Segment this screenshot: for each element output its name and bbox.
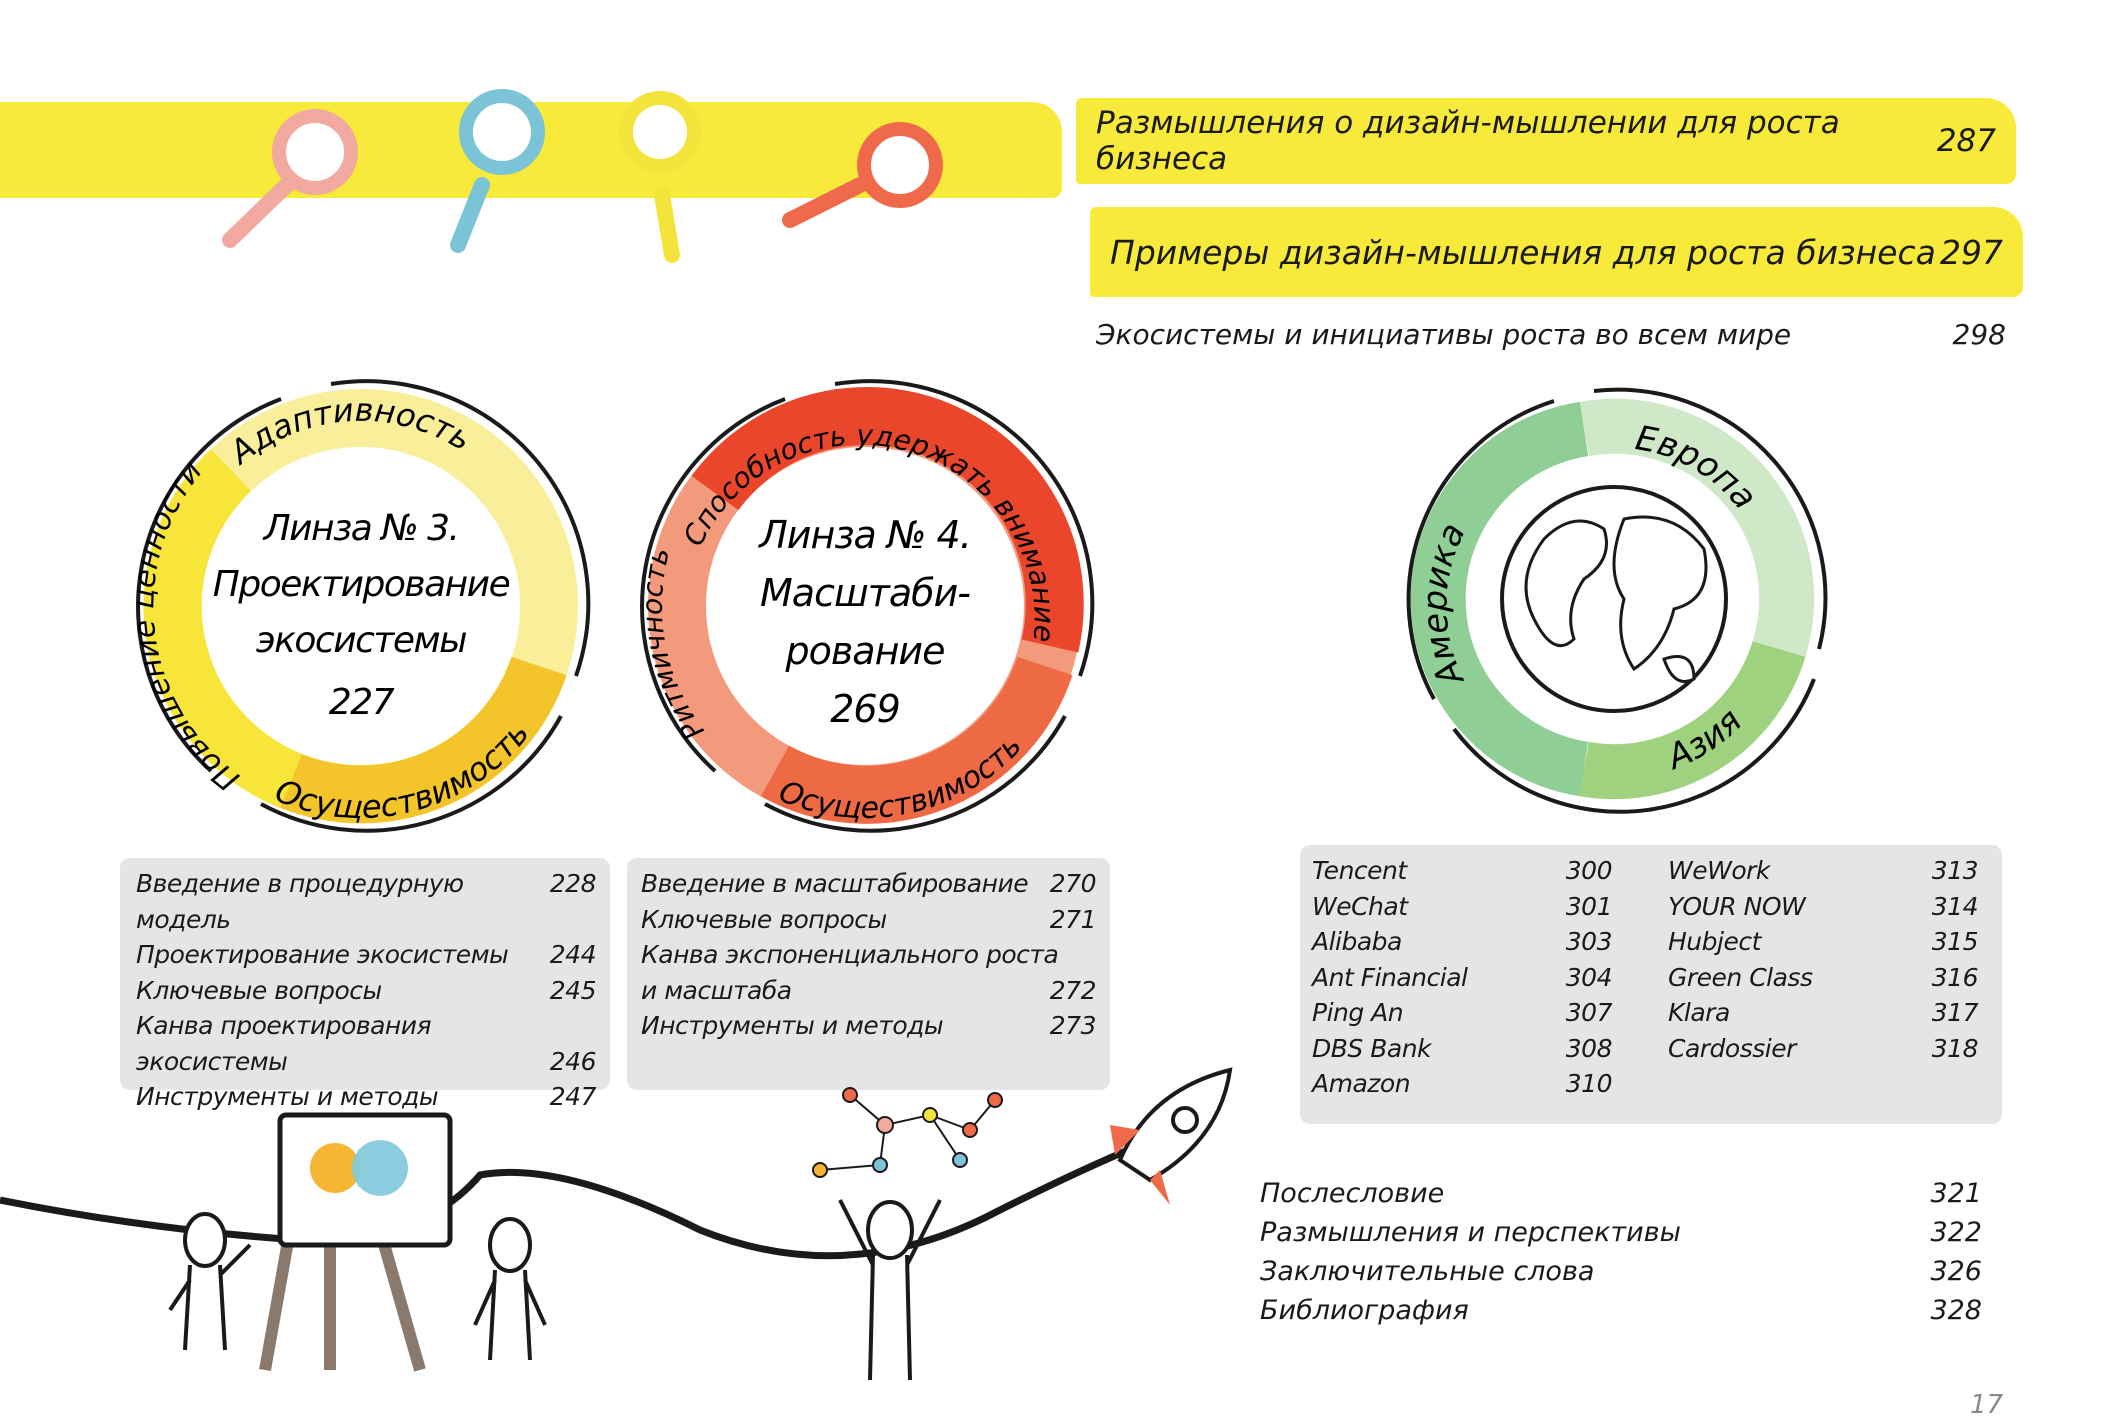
svg-text:Проектирование: Проектирование xyxy=(213,564,510,605)
toc-entry[interactable]: Заключительные слова 326 xyxy=(1260,1256,1982,1287)
rocket-icon xyxy=(1110,1067,1233,1205)
magnifier-icon xyxy=(619,91,701,263)
person-icon xyxy=(168,1212,252,1351)
svg-text:227: 227 xyxy=(329,682,395,723)
ring-segment xyxy=(280,656,567,824)
lens4-toc: Введение в масштабирование 270 Ключевые в… xyxy=(627,858,1110,1090)
person-icon xyxy=(838,1199,942,1381)
globe-icon xyxy=(1500,485,1728,713)
toc-entry[interactable]: Канва экспоненциального роста xyxy=(641,940,1059,969)
toc-entry[interactable]: Ping An 307 xyxy=(1312,998,1613,1027)
toc-entry[interactable]: Ключевые вопросы 245 xyxy=(136,975,597,1005)
section-page: 298 xyxy=(1952,318,2006,351)
magnifier-icon xyxy=(782,122,943,228)
cycle-arrow xyxy=(834,379,1095,677)
toc-entry[interactable]: DBS Bank 308 xyxy=(1312,1033,1613,1063)
chapter-title: Размышления о дизайн-мышлении для роста … xyxy=(1096,105,1840,177)
chapter-title: Примеры дизайн-мышления для роста бизнес… xyxy=(1110,232,1936,272)
svg-text:Масштаби-: Масштаби- xyxy=(760,571,970,615)
cycle-arrow xyxy=(640,397,786,773)
toc-entry[interactable]: и масштаба 272 xyxy=(641,975,1097,1005)
section-title: Экосистемы и инициативы роста во всем ми… xyxy=(1096,318,1792,351)
toc-entry[interactable]: Hubject 315 xyxy=(1668,927,1979,956)
svg-text:269: 269 xyxy=(830,687,900,731)
toc-entry[interactable]: Размышления и перспективы 322 xyxy=(1260,1217,1982,1248)
toc-entry[interactable]: Введение в масштабирование 270 xyxy=(641,869,1097,898)
section-entry[interactable]: Экосистемы и инициативы роста во всем ми… xyxy=(1096,318,2006,351)
toc-entry[interactable]: Klara 317 xyxy=(1668,998,1979,1027)
magnifier-icons xyxy=(222,89,943,263)
toc-entry[interactable]: WeChat 301 xyxy=(1312,891,1613,921)
svg-text:Линза № 3.: Линза № 3. xyxy=(262,508,459,549)
toc-entry[interactable]: Alibaba 303 xyxy=(1312,927,1613,956)
toc-entry[interactable]: Ant Financial 304 xyxy=(1312,962,1613,992)
path-line xyxy=(0,1141,1142,1260)
ring-segment xyxy=(1410,401,1589,797)
cycle-arrow xyxy=(330,379,591,677)
ring-segment xyxy=(760,656,1073,824)
cycle-arrow xyxy=(1593,387,1828,650)
svg-text:Линза № 4.: Линза № 4. xyxy=(757,513,971,557)
svg-text:экосистемы: экосистемы xyxy=(256,620,466,661)
lens4-cycle: Способность удержать внимание Осуществим… xyxy=(636,379,1095,833)
toc-entry[interactable]: YOUR NOW 314 xyxy=(1668,891,1979,921)
toc-entry[interactable]: Ключевые вопросы 271 xyxy=(641,904,1097,934)
chapter-page: 287 xyxy=(1936,123,1996,159)
toc-entry[interactable]: Cardossier 318 xyxy=(1668,1033,1979,1063)
toc-entry[interactable]: Инструменты и методы 247 xyxy=(136,1082,597,1111)
easel-icon xyxy=(259,1112,453,1372)
ring-segment xyxy=(143,448,303,808)
chapter-banner[interactable]: Примеры дизайн-мышления для роста бизнес… xyxy=(1090,207,2023,297)
lens3-cycle: Адаптивность Осуществимость Повышение це… xyxy=(131,379,591,833)
toc-entry[interactable]: Введение в процедурную модель 228 xyxy=(136,869,597,934)
lens4-title: Линза № 4. Масштаби- рование 269 xyxy=(757,513,972,731)
toc-entry[interactable]: Канва проектирования xyxy=(136,1011,432,1040)
companies-right-column: WeWork 313 YOUR NOW 314 Hubject 315 Green C… xyxy=(1668,853,1979,1124)
companies-toc: Tencent 300 WeChat 301 Alibaba 303 Ant Fina… xyxy=(1300,845,2002,1124)
globe-cycle: Европа Азия Америка xyxy=(1406,387,1828,814)
cycle-arrow xyxy=(1406,399,1555,700)
toc-entry[interactable]: Библиография 328 xyxy=(1260,1295,1982,1326)
cycle-arrow xyxy=(1452,678,1816,814)
closing-toc: Послесловие 321 Размышления и перспективы… xyxy=(1260,1174,1982,1330)
toc-entry[interactable]: Инструменты и методы 273 xyxy=(641,1011,1097,1040)
magnifier-icon xyxy=(222,109,358,248)
magnifier-icon xyxy=(450,89,545,253)
lens3-toc: Введение в процедурную модель 228 Проекти… xyxy=(120,858,610,1111)
companies-left-column: Tencent 300 WeChat 301 Alibaba 303 Ant Fina… xyxy=(1312,853,1613,1124)
bottom-illustration xyxy=(0,1067,1233,1381)
ring-segment xyxy=(1579,640,1806,800)
lens3-title: Линза № 3. Проектирование экосистемы 227 xyxy=(213,508,511,723)
toc-entry[interactable]: Послесловие 321 xyxy=(1260,1178,1982,1209)
person-icon xyxy=(473,1217,547,1361)
cycle-arrow xyxy=(136,397,282,773)
toc-entry[interactable]: Amazon 310 xyxy=(1312,1069,1613,1098)
page-number: 17 xyxy=(1970,1390,2004,1420)
svg-text:рование: рование xyxy=(785,629,945,673)
cycle-arrow xyxy=(260,715,563,833)
chapter-banner[interactable]: Размышления о дизайн-мышлении для роста … xyxy=(1076,98,2016,184)
chapter-page: 297 xyxy=(1940,232,2003,272)
toc-entry[interactable]: Проектирование экосистемы 244 xyxy=(136,940,597,969)
toc-entry[interactable]: Tencent 300 xyxy=(1312,856,1613,885)
network-icon xyxy=(812,1087,1003,1178)
cycle-arrow xyxy=(764,715,1067,833)
ring-segment xyxy=(691,386,1084,653)
toc-entry[interactable]: экосистемы 246 xyxy=(136,1046,597,1076)
toc-entry[interactable]: Green Class 316 xyxy=(1668,962,1979,992)
toc-entry[interactable]: WeWork 313 xyxy=(1668,856,1979,885)
ring-segment xyxy=(1579,398,1815,658)
